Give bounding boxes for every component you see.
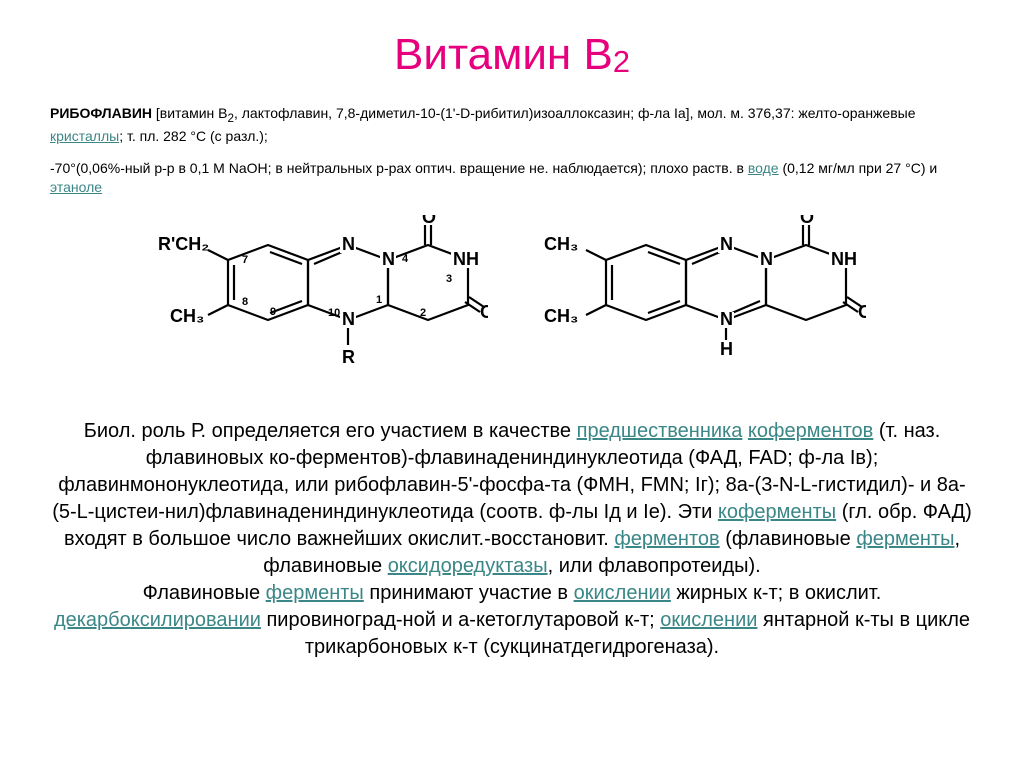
svg-text:N: N [382,249,395,269]
svg-text:O: O [858,302,866,322]
molecule-right: N N N NH O O CH₃ CH₃ H [536,215,866,400]
svg-text:H: H [720,339,733,359]
link-coenzymes-2[interactable]: коферменты [718,501,836,523]
svg-text:NH: NH [453,249,479,269]
biology-paragraph: Биол. роль Р. определяется его участием … [50,418,974,661]
svg-text:4: 4 [402,253,409,265]
title-subscript: 2 [613,44,630,79]
link-crystals[interactable]: кристаллы [50,128,119,144]
svg-text:N: N [720,234,733,254]
link-precursor[interactable]: предшественника [577,420,743,442]
intro-paragraph-2: -70°(0,06%-ный р-р в 0,1 M NaOH; в нейтр… [50,159,974,197]
link-oxidation-1[interactable]: окислении [574,582,671,604]
link-enzymes-3[interactable]: ферменты [266,582,364,604]
svg-text:O: O [800,215,814,227]
link-oxidoreductases[interactable]: оксидоредуктазы [388,555,548,577]
link-oxidation-2[interactable]: окислении [660,609,757,631]
svg-text:CH₃: CH₃ [170,306,204,326]
link-ethanol[interactable]: этаноле [50,179,102,195]
svg-text:R: R [342,347,355,367]
svg-text:O: O [480,302,488,322]
link-decarboxylation[interactable]: декарбоксилировании [54,609,261,631]
svg-text:CH₃: CH₃ [544,234,578,254]
link-coenzymes-1[interactable]: коферментов [748,420,873,442]
intro-lead: РИБОФЛАВИН [50,105,152,121]
svg-text:9: 9 [270,306,276,318]
title-prefix: Витамин B [394,30,613,79]
svg-text:N: N [342,234,355,254]
svg-text:N: N [760,249,773,269]
svg-text:N: N [720,309,733,329]
link-water[interactable]: воде [748,160,779,176]
svg-text:R'CH₂: R'CH₂ [158,234,209,254]
svg-text:7: 7 [242,254,248,266]
page-title: Витамин B2 [50,30,974,80]
link-enzymes-1[interactable]: ферментов [614,528,719,550]
svg-text:1: 1 [376,294,382,306]
svg-text:N: N [342,309,355,329]
molecule-diagrams: N N N NH O O R'CH₂ CH₃ R 7 8 9 10 1 2 [50,215,974,400]
svg-text:NH: NH [831,249,857,269]
molecule-left: N N N NH O O R'CH₂ CH₃ R 7 8 9 10 1 2 [158,215,488,400]
svg-text:3: 3 [446,273,452,285]
svg-text:O: O [422,215,436,227]
svg-text:CH₃: CH₃ [544,306,578,326]
svg-text:10: 10 [328,307,340,319]
svg-text:2: 2 [420,307,426,319]
svg-text:8: 8 [242,296,248,308]
intro-paragraph-1: РИБОФЛАВИН [витамин B2, лактофлавин, 7,8… [50,104,974,145]
link-enzymes-2[interactable]: ферменты [856,528,954,550]
